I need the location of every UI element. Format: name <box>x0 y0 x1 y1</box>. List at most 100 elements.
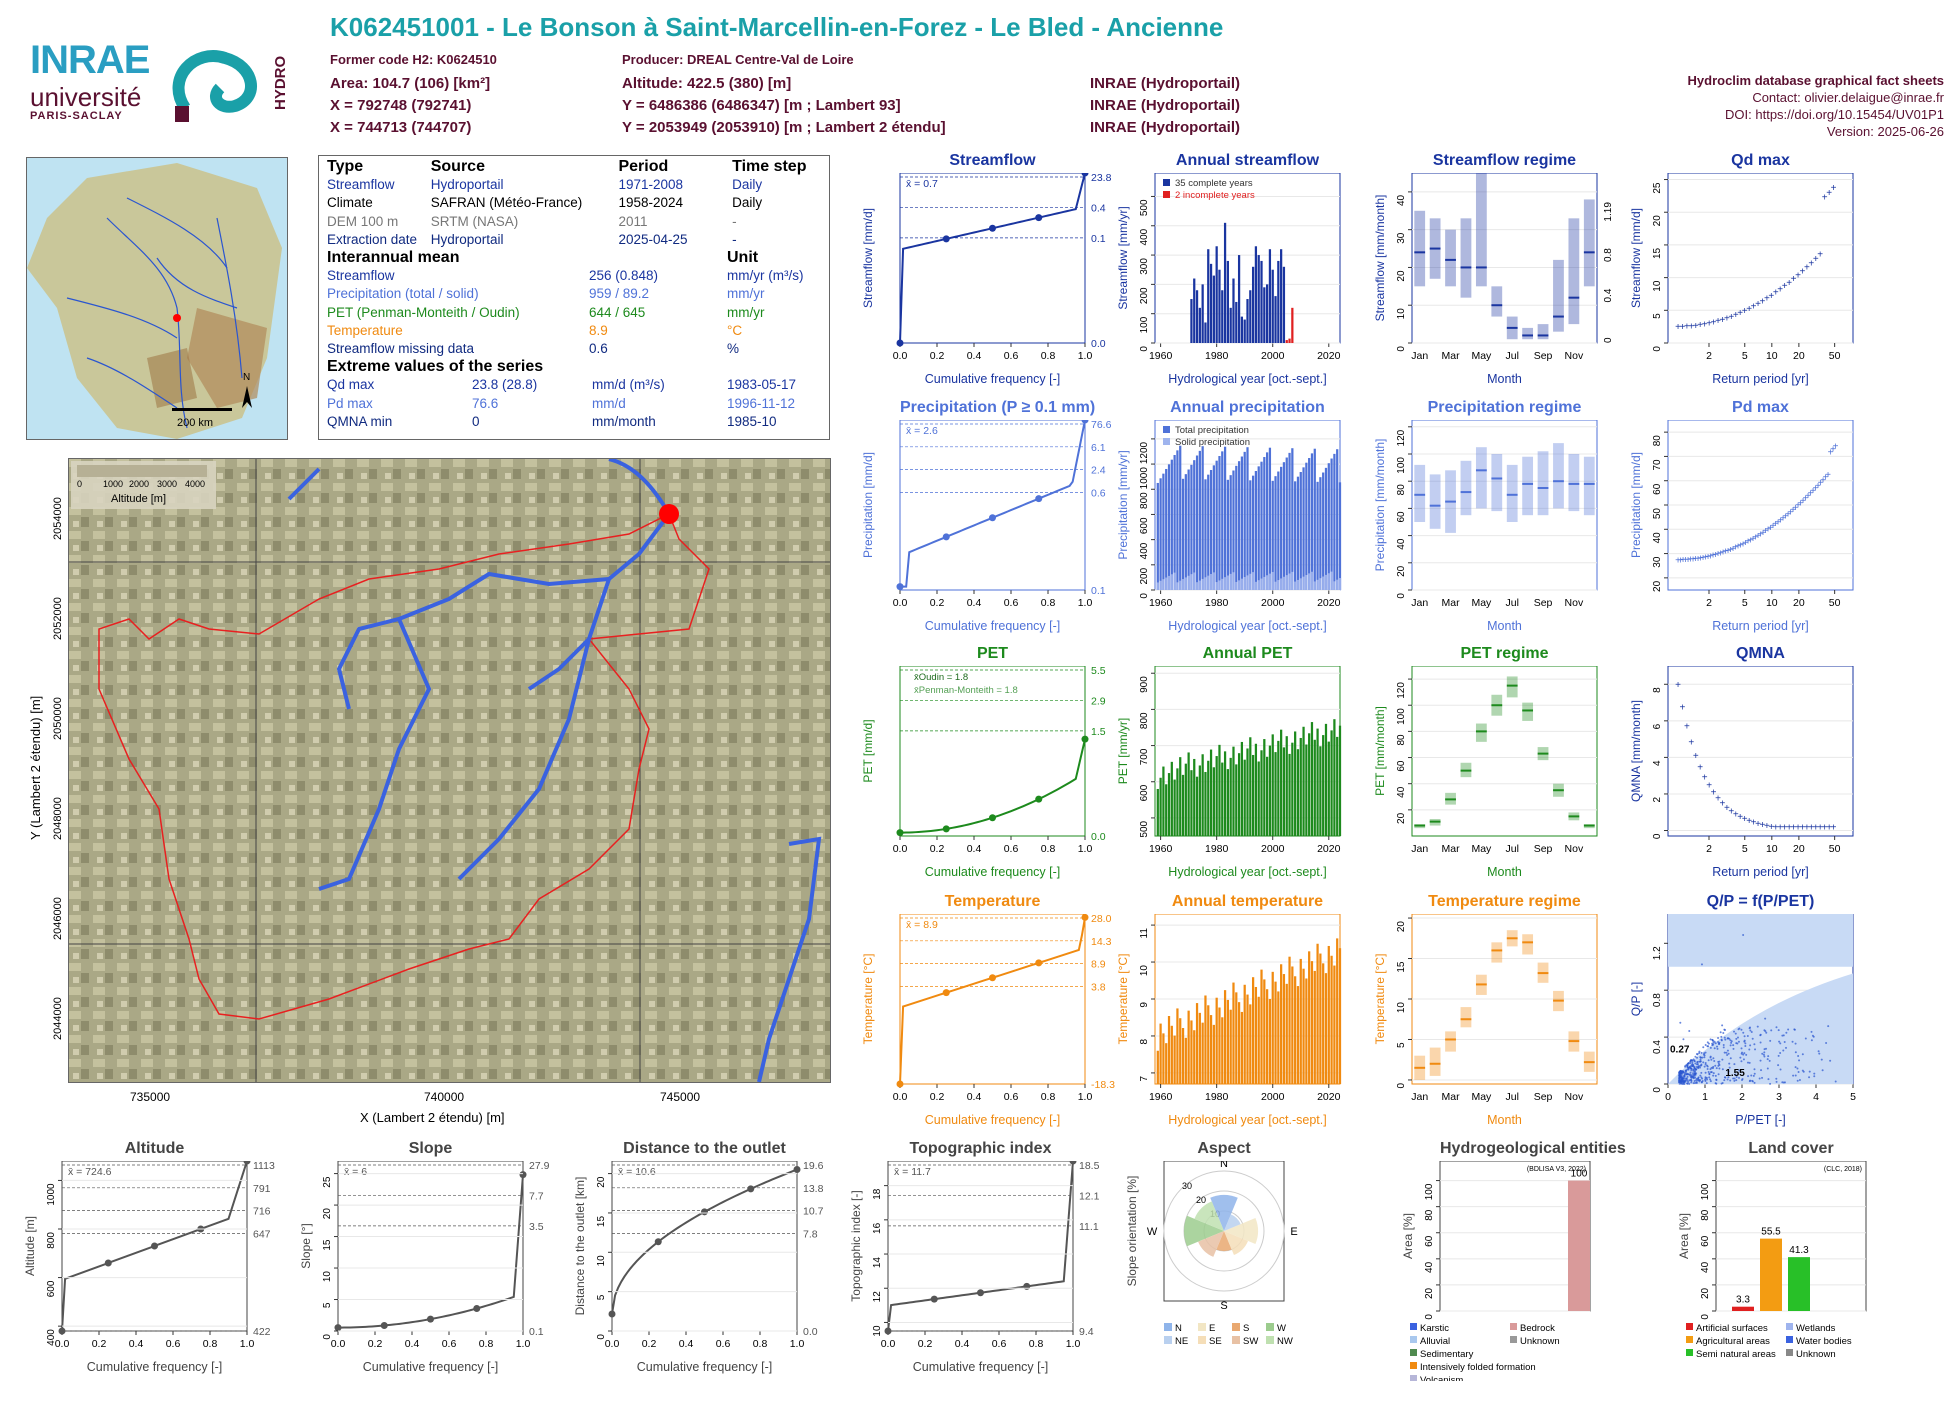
y-axis-label: Area [%] <box>1677 1213 1691 1259</box>
bar <box>1280 249 1283 343</box>
tick-label: 0 <box>322 1334 333 1340</box>
bar <box>1322 576 1325 590</box>
legend-swatch <box>1232 1336 1240 1344</box>
data-point: + <box>1728 312 1734 323</box>
tick-label: 2 <box>1706 843 1712 855</box>
tick-label: 0 <box>1424 1314 1435 1320</box>
bar <box>1330 955 1333 1084</box>
data-point <box>1827 1025 1830 1028</box>
right-tick-label: 422 <box>253 1326 271 1338</box>
data-point <box>1714 1042 1717 1045</box>
box <box>1553 259 1564 332</box>
plot-group: Hydrological year [oct.-sept.] Temperatur… <box>1116 914 1342 1127</box>
data-point <box>1684 1064 1687 1067</box>
tick-label: 0.2 <box>930 350 945 362</box>
data-point <box>1692 1072 1695 1075</box>
tick-label: 50 <box>1652 508 1663 520</box>
france-minimap: 200 km N <box>26 157 288 440</box>
tick-label: 2000 <box>1261 1091 1285 1103</box>
data-point <box>1813 1072 1816 1075</box>
right-tick-label: -18.3 <box>1091 1079 1115 1091</box>
tick-label: Sep <box>1534 350 1553 362</box>
data-point: + <box>1768 822 1774 833</box>
tick-label: Sep <box>1534 843 1553 855</box>
bar <box>1263 739 1266 836</box>
producer: Producer: DREAL Centre-Val de Loire <box>622 52 854 67</box>
data-point <box>1695 1063 1698 1066</box>
bar <box>1201 284 1204 343</box>
tick-label: 200 <box>1139 567 1150 584</box>
data-point <box>1743 1039 1746 1042</box>
box <box>1506 464 1518 522</box>
data-point: + <box>1746 304 1752 315</box>
tick-label: 100 <box>1700 1183 1711 1200</box>
data-point: + <box>1788 507 1794 518</box>
bar <box>1338 725 1342 836</box>
tick-label: 0 <box>1139 346 1150 352</box>
data-point: + <box>1791 274 1797 285</box>
data-point <box>1762 1053 1765 1056</box>
bar <box>1237 255 1241 343</box>
tick-label: 0 <box>596 1334 607 1340</box>
bar <box>1282 266 1286 343</box>
data-point <box>1687 1066 1690 1069</box>
box <box>1583 199 1595 287</box>
y-axis-label: PET [mm/yr] <box>1116 718 1130 784</box>
bar <box>1167 773 1171 836</box>
legend-label: Artificial surfaces <box>1696 1323 1768 1334</box>
tick-label: 1.0 <box>1078 350 1093 362</box>
plot-group: Return period [yr] Streamflow [mm/d] 0 5 10 1… <box>1629 173 1854 386</box>
doi[interactable]: DOI: https://doi.org/10.15454/UV01P1 <box>1725 107 1944 122</box>
x-axis-label: Month <box>1487 1113 1522 1127</box>
legend-label: Wetlands <box>1796 1323 1836 1334</box>
data-point: + <box>1697 763 1703 774</box>
bar <box>1282 462 1286 590</box>
contact[interactable]: Contact: olivier.delaigue@inrae.fr <box>1752 90 1944 105</box>
data-point <box>1712 1074 1715 1077</box>
bar <box>1336 736 1339 836</box>
data-point <box>1740 1060 1743 1063</box>
extreme-row: Qd max 23.8 (28.8) mm/d (m³/s) 1983-05-17 <box>327 377 797 393</box>
mean-label: x̄ = 0.7 <box>906 178 938 190</box>
y-axis-label: Temperature [°C] <box>1116 954 1130 1045</box>
bar <box>1226 260 1229 343</box>
bar <box>1240 578 1244 590</box>
legend-swatch <box>1163 426 1170 433</box>
data-point <box>1035 214 1043 222</box>
tick-label: 0.2 <box>92 1338 107 1350</box>
plot-group: Cumulative frequency [-] Distance to the … <box>573 1161 824 1374</box>
right-tick-label: 28.0 <box>1091 914 1112 925</box>
distance-title: Distance to the outlet <box>623 1140 786 1157</box>
x-axis-label: Cumulative frequency [-] <box>87 1360 222 1374</box>
data-point <box>1691 1061 1694 1064</box>
plot-frame <box>1667 666 1854 837</box>
tick-label: 10 <box>596 1255 607 1267</box>
data-point <box>1810 1030 1813 1033</box>
data-point: + <box>1730 544 1736 555</box>
direction-label: E <box>1290 1226 1297 1238</box>
bar <box>1251 572 1255 590</box>
bar <box>1327 945 1330 1084</box>
data-point <box>1696 1056 1699 1059</box>
data-point <box>1808 1070 1811 1073</box>
data-point: + <box>1808 823 1814 834</box>
data-point: + <box>1693 751 1699 762</box>
legend-swatch <box>1410 1323 1417 1330</box>
legend-label: SE <box>1209 1336 1222 1347</box>
bar <box>1316 579 1319 590</box>
paris-saclay-logo: PARIS-SACLAY <box>30 110 123 122</box>
tick-label: 10 <box>1766 843 1778 855</box>
data-point <box>1717 1040 1720 1043</box>
data-point <box>989 514 996 522</box>
tick-label: 200 <box>1139 287 1150 304</box>
svg-text:2000: 2000 <box>129 479 149 489</box>
north-label: N <box>243 372 250 383</box>
data-point: + <box>1755 299 1761 310</box>
bar <box>1285 983 1288 1084</box>
bar <box>1277 260 1280 343</box>
data-point <box>1723 1036 1726 1039</box>
data-point <box>1707 1070 1710 1073</box>
tick-label: 1960 <box>1149 350 1173 362</box>
bar <box>1229 475 1232 590</box>
legend-label: Sedimentary <box>1420 1349 1474 1360</box>
